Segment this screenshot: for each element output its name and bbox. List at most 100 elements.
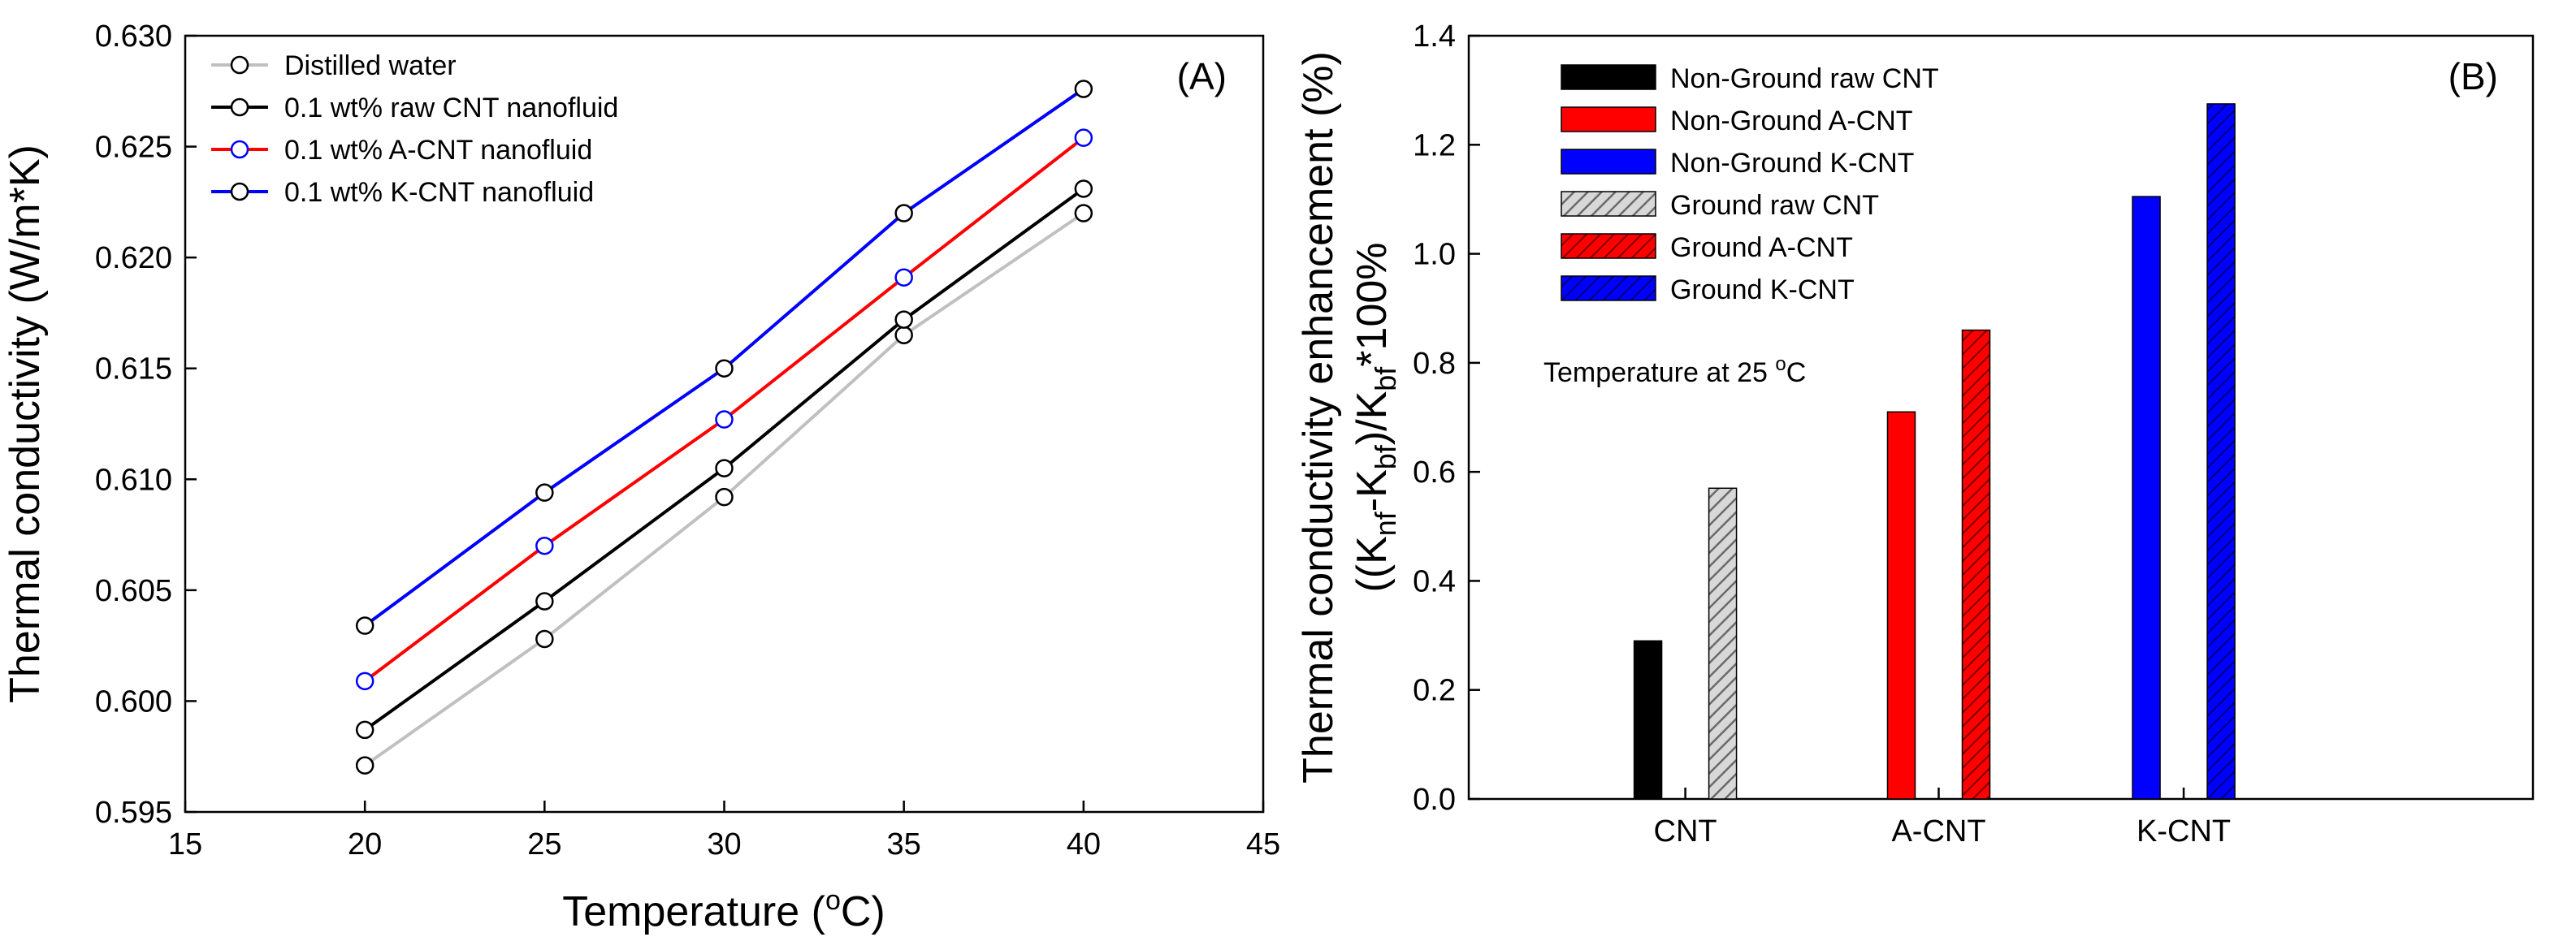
panel-b-legend-label: Ground raw CNT: [1670, 190, 1879, 221]
panel-b-legend-swatch: [1561, 106, 1656, 132]
panel-a-series-4-point: [535, 483, 554, 502]
panel-a-y-tick-label: 0.610: [95, 463, 172, 497]
panel-b-bar-non-ground-raw-cnt: [1633, 640, 1663, 800]
panel-a-series-3-point: [894, 268, 913, 287]
panel-a-x-axis-title: Temperature (oC): [562, 885, 885, 935]
panel-a-y-tick-label: 0.600: [95, 684, 172, 719]
panel-b-y-tick-label: 0.2: [1413, 674, 1456, 708]
panel-a-series-1-point: [355, 756, 374, 775]
panel-b-legend-label: Ground K-CNT: [1670, 274, 1855, 305]
panel-b-plot-frame: [1467, 34, 2535, 801]
panel-a-series-2-point: [894, 310, 913, 329]
panel-a-legend: Distilled water 0.1 wt% raw CNT nanofluid…: [211, 50, 618, 208]
panel-a-y-tick-label: 0.630: [95, 19, 172, 54]
panel-b-bar-ground-k-cnt: [2206, 103, 2236, 800]
panel-b-ylabel-sub-bf2: bf: [1369, 366, 1402, 391]
panel-b-bar-chart: 0.0 0.2 0.4 0.6 0.8 1.0 1.2 1.4 CNT A-CNT K-CNT No…: [1295, 19, 2535, 849]
panel-b-ylabel-part-b: -K: [1349, 469, 1396, 512]
panel-a-series-1-point: [1074, 204, 1093, 222]
panel-b-y-tick-label: 0.8: [1413, 347, 1456, 381]
panel-b-legend-swatch: [1561, 149, 1656, 175]
panel-a-series-line-3: [363, 136, 1085, 683]
panel-a-legend-marker: [230, 140, 249, 159]
panel-b-annotation-sup: o: [1775, 353, 1786, 375]
panel-b-annotation-end: C: [1786, 357, 1807, 388]
panel-a-x-axis-title-end: C): [841, 888, 885, 935]
panel-a-series-2-point: [535, 592, 554, 611]
panel-b-x-tick-label-k-cnt: K-CNT: [2137, 814, 2231, 849]
panel-a-series-2-point: [355, 720, 374, 740]
panel-b-y-tick-label: 0.0: [1413, 783, 1456, 817]
panel-a-y-tick-label: 0.620: [95, 241, 172, 275]
panel-b-y-tick-label: 1.2: [1413, 128, 1456, 162]
panel-a-series-1-point: [715, 487, 734, 507]
panel-a-x-tick-label: 40: [1067, 827, 1101, 861]
panel-b-legend-label: Non-Ground K-CNT: [1670, 148, 1914, 179]
panel-a-legend-marker: [230, 182, 249, 201]
panel-a-series-4-point: [715, 359, 734, 378]
panel-a-y-tick-label: 0.605: [95, 574, 172, 608]
panel-a-x-tick-label: 45: [1246, 827, 1280, 861]
panel-b-y-tick-label: 1.0: [1413, 238, 1456, 272]
panel-b-ylabel-part-c: )/K: [1349, 391, 1396, 445]
panel-a-series-1-point: [535, 629, 554, 649]
panel-b-bar-non-ground-k-cnt: [2132, 196, 2161, 800]
panel-b-x-tick-label-a-cnt: A-CNT: [1891, 814, 1985, 849]
panel-a-x-tick-label: 15: [168, 827, 202, 861]
panel-a-x-tick-label: 35: [887, 827, 921, 861]
panel-b-ylabel-part-d: *100%: [1349, 242, 1396, 366]
panel-b-legend-swatch: [1561, 275, 1656, 301]
panel-a-legend-label: 0.1 wt% raw CNT nanofluid: [284, 93, 618, 123]
panel-a-series-4-point: [355, 616, 374, 635]
panel-a-legend-marker: [230, 97, 249, 117]
panel-a-line-chart: 15 20 25 30 35 40 45 0.595 0.600 0.605 0.610 0.615 0…: [2, 19, 1280, 935]
panel-a-series-3-point: [355, 671, 374, 691]
panel-a-series-3-point: [1074, 128, 1093, 147]
panel-a-label: (A): [1177, 55, 1227, 97]
panel-a-y-tick-label: 0.615: [95, 352, 172, 386]
panel-a-series-2-point: [1074, 179, 1093, 198]
panel-a-y-tick-label: 0.595: [95, 796, 172, 830]
panel-a-legend-label: 0.1 wt% K-CNT nanofluid: [284, 177, 594, 208]
panel-b-y-tick-label: 1.4: [1413, 19, 1456, 54]
panel-b-ylabel-part-a: ((K: [1349, 536, 1396, 593]
panel-b-ylabel-sub-bf: bf: [1369, 444, 1402, 469]
panel-b-ylabel-sub-nf: nf: [1369, 511, 1402, 536]
panel-a-series-3-point: [535, 536, 554, 555]
panel-b-temperature-annotation: Temperature at 25 oC: [1543, 353, 1806, 388]
panel-b-annotation-main: Temperature at 25: [1543, 357, 1775, 388]
panel-a-y-axis-title: Thermal conductivity (W/m*K): [2, 145, 49, 703]
panel-a-x-tick-label: 25: [527, 827, 561, 861]
panel-a-series-3-point: [715, 410, 734, 429]
panel-a-x-tick-label: 20: [348, 827, 382, 861]
panel-a-series-2-point: [715, 459, 734, 477]
panel-b-y-axis-title-line1: Thermal conductivity enhancement (%): [1295, 51, 1342, 784]
panel-b-legend: Non-Ground raw CNT Non-Ground A-CNT Non-Gr…: [1561, 63, 1939, 305]
panel-b-bar-ground-a-cnt: [1961, 329, 1991, 800]
panel-a-x-tick-label: 30: [707, 827, 741, 861]
panel-b-bar-non-ground-a-cnt: [1886, 411, 1916, 800]
panel-b-y-tick-label: 0.6: [1413, 456, 1456, 490]
panel-b-legend-label: Non-Ground raw CNT: [1670, 63, 1939, 94]
panel-b-legend-swatch: [1561, 64, 1656, 90]
panel-b-y-axis-title-line2: ((Knf-Kbf)/Kbf*100%: [1349, 242, 1402, 592]
panel-a-series-1-point: [894, 326, 913, 344]
panel-a-x-axis-title-main: Temperature (: [562, 888, 825, 935]
panel-b-legend-label: Ground A-CNT: [1670, 232, 1853, 263]
panel-b-y-tick-label: 0.4: [1413, 564, 1456, 598]
panel-a-x-axis-title-sup: o: [825, 885, 841, 916]
panel-a-legend-label: Distilled water: [284, 50, 457, 81]
panel-b-legend-label: Non-Ground A-CNT: [1670, 106, 1913, 136]
panel-a-series-4-point: [894, 204, 913, 222]
panel-b-label: (B): [2448, 55, 2498, 97]
panel-b-legend-swatch: [1561, 191, 1656, 217]
panel-a-y-tick-label: 0.625: [95, 131, 172, 165]
panel-b-bar-ground-raw-cnt: [1708, 487, 1738, 800]
panel-a-series-4-point: [1074, 80, 1093, 98]
panel-a-legend-marker: [230, 55, 249, 75]
panel-b-x-tick-label-cnt: CNT: [1654, 814, 1717, 849]
panel-a-legend-label: 0.1 wt% A-CNT nanofluid: [284, 135, 592, 166]
panel-b-legend-swatch: [1561, 233, 1656, 259]
panel-a-series-line-4: [363, 87, 1085, 628]
